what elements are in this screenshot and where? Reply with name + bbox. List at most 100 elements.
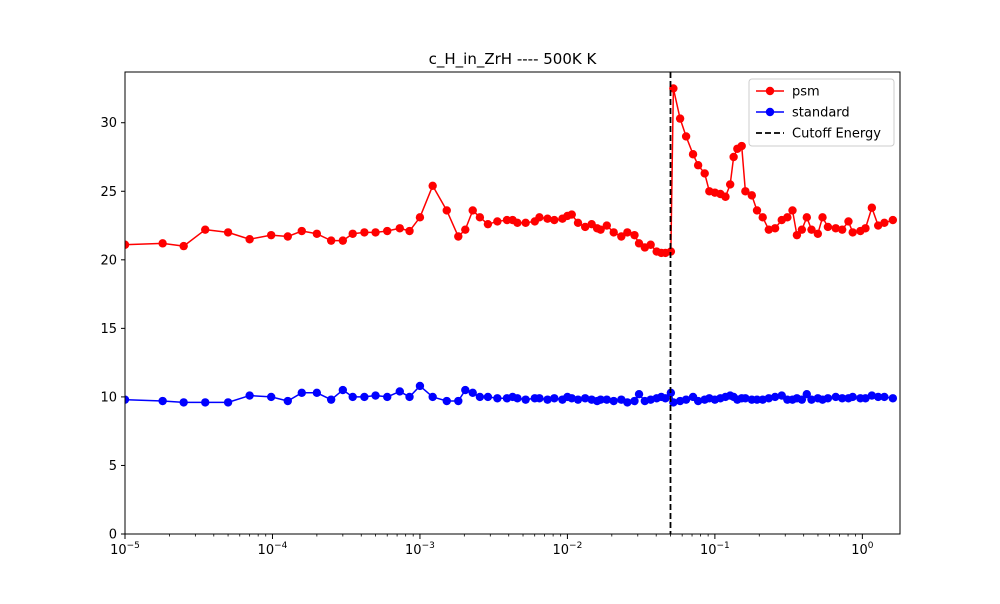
series-point-psm-13 xyxy=(360,228,369,237)
series-point-standard-11 xyxy=(338,385,348,395)
series-point-standard-3 xyxy=(201,398,210,407)
series-point-standard-47 xyxy=(630,396,639,406)
series-point-standard-59 xyxy=(693,396,703,406)
series-point-standard-13 xyxy=(360,392,369,402)
series-point-psm-19 xyxy=(428,181,437,190)
series-point-psm-8 xyxy=(297,226,306,236)
series-point-standard-0 xyxy=(125,395,130,404)
series-point-standard-79 xyxy=(797,395,807,404)
series-point-standard-33 xyxy=(543,395,552,404)
series-point-standard-9 xyxy=(312,388,322,397)
series-point-psm-81 xyxy=(807,225,816,234)
x-tick-label-1e-3: 10−3 xyxy=(405,541,435,558)
series-point-standard-15 xyxy=(383,392,392,402)
y-tick-label-25: 25 xyxy=(100,185,117,200)
series-point-standard-42 xyxy=(596,395,605,404)
series-point-psm-76 xyxy=(783,213,792,222)
series-point-psm-21 xyxy=(454,232,463,241)
series-point-standard-10 xyxy=(326,395,336,404)
series-point-psm-25 xyxy=(483,219,493,229)
series-point-psm-93 xyxy=(880,218,889,227)
series-point-standard-92 xyxy=(873,392,883,402)
series-point-psm-91 xyxy=(867,203,877,212)
legend-marker-psm xyxy=(765,86,775,96)
series-point-psm-9 xyxy=(312,229,322,238)
series-point-standard-6 xyxy=(266,392,276,402)
series-point-standard-34 xyxy=(550,394,559,403)
series-point-psm-69 xyxy=(741,187,750,196)
y-tick-label-30: 30 xyxy=(100,116,117,131)
series-point-psm-26 xyxy=(493,217,502,226)
series-point-standard-1 xyxy=(158,396,167,406)
series-point-standard-14 xyxy=(371,391,380,400)
legend: psm standard Cutoff Energy xyxy=(748,78,895,147)
series-point-psm-83 xyxy=(818,213,827,222)
series-point-standard-2 xyxy=(179,398,188,407)
series-point-standard-81 xyxy=(807,395,816,404)
series-point-standard-20 xyxy=(442,396,451,406)
series-point-standard-30 xyxy=(521,395,530,404)
series-point-psm-68 xyxy=(737,141,746,151)
series-point-psm-56 xyxy=(675,114,685,123)
axes-frame xyxy=(124,71,901,535)
series-point-psm-39 xyxy=(580,222,590,232)
series-point-psm-29 xyxy=(513,218,522,227)
series-point-psm-48 xyxy=(634,239,644,248)
series-point-psm-0 xyxy=(125,240,130,249)
series-point-psm-12 xyxy=(348,229,357,238)
series-point-psm-66 xyxy=(729,152,738,162)
series-point-psm-15 xyxy=(383,226,392,236)
series-point-psm-34 xyxy=(550,215,559,225)
series-point-psm-30 xyxy=(521,218,530,227)
series-point-psm-77 xyxy=(788,206,797,215)
series-point-psm-5 xyxy=(245,235,254,244)
y-tick-label-10: 10 xyxy=(100,390,117,405)
series-point-psm-1 xyxy=(158,239,167,248)
series-point-standard-19 xyxy=(428,392,437,402)
series-point-standard-94 xyxy=(888,394,898,403)
x-tick-label-1e-1: 10−1 xyxy=(700,541,730,558)
series-point-standard-57 xyxy=(681,395,691,404)
series-point-psm-37 xyxy=(567,210,576,219)
series-point-psm-78 xyxy=(792,230,802,240)
x-tick-label-1e-2: 10−2 xyxy=(552,541,582,558)
series-point-standard-23 xyxy=(468,388,477,397)
series-point-psm-18 xyxy=(415,213,425,222)
series-point-psm-58 xyxy=(688,150,698,159)
series-point-psm-84 xyxy=(823,222,833,232)
x-tick-label-exponent: 0 xyxy=(868,541,874,551)
series-point-standard-74 xyxy=(770,392,780,402)
series-point-standard-46 xyxy=(623,398,632,407)
series-point-standard-69 xyxy=(741,394,750,403)
series-point-standard-39 xyxy=(580,394,590,403)
series-point-psm-10 xyxy=(326,236,336,245)
series-point-psm-70 xyxy=(747,191,757,200)
series-point-standard-8 xyxy=(297,388,306,397)
series-point-psm-64 xyxy=(721,192,730,201)
series-point-standard-17 xyxy=(405,392,414,402)
series-point-psm-42 xyxy=(596,225,605,234)
series-point-psm-90 xyxy=(861,224,870,233)
x-tick-label-1e0: 100 xyxy=(851,541,874,558)
legend-label-standard: standard xyxy=(792,106,850,121)
series-point-standard-38 xyxy=(573,395,583,404)
series-point-psm-57 xyxy=(681,132,691,141)
legend-box xyxy=(748,78,895,147)
series-point-psm-59 xyxy=(693,161,703,170)
series-point-psm-46 xyxy=(623,228,632,237)
series-point-psm-23 xyxy=(468,206,477,215)
x-tick-label-exponent: −4 xyxy=(274,541,288,551)
series-point-psm-33 xyxy=(543,214,552,223)
series-point-psm-20 xyxy=(442,206,451,215)
series-point-psm-38 xyxy=(573,218,583,227)
series-point-standard-53 xyxy=(661,394,670,403)
x-tick-label-exponent: −1 xyxy=(717,541,730,551)
series-point-psm-7 xyxy=(283,232,292,241)
series-point-standard-48 xyxy=(634,389,644,399)
y-tick-label-5: 5 xyxy=(109,459,117,474)
series-point-psm-4 xyxy=(223,228,233,237)
series-point-psm-50 xyxy=(646,240,655,249)
series-point-standard-24 xyxy=(475,392,485,402)
series-point-standard-44 xyxy=(609,396,618,406)
x-tick-label-1e-4: 10−4 xyxy=(258,541,288,558)
